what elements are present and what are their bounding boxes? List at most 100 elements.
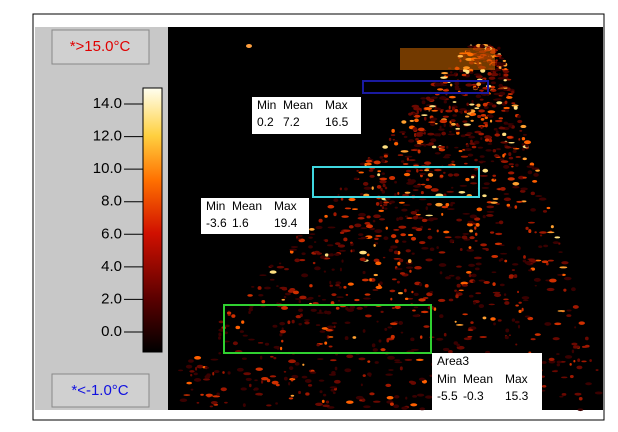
hot-spot [357, 307, 363, 310]
hot-spot [525, 261, 532, 264]
hot-spot [441, 132, 446, 136]
hot-spot [383, 201, 389, 203]
hot-spot [218, 336, 221, 340]
hot-spot [497, 62, 502, 65]
hot-spot [374, 274, 378, 276]
hot-spot [485, 139, 489, 142]
hot-spot [330, 285, 333, 287]
hot-spot [384, 328, 387, 331]
hot-spot [407, 157, 409, 160]
hot-spot [411, 237, 416, 241]
hot-spot [346, 354, 353, 358]
hot-spot [384, 208, 387, 210]
hot-spot [327, 205, 334, 209]
hot-spot [383, 257, 386, 259]
hot-spot [455, 321, 457, 323]
hot-spot [557, 274, 563, 276]
hot-spot [265, 343, 269, 346]
hot-spot [424, 107, 432, 110]
hot-spot [450, 71, 453, 73]
hot-spot [505, 146, 511, 149]
hot-spot [414, 307, 419, 309]
tick-label: 14.0 [93, 95, 122, 112]
hot-spot [314, 241, 316, 243]
hot-spot [419, 283, 422, 286]
hot-spot [479, 336, 487, 338]
hot-spot [465, 148, 472, 151]
hot-spot [285, 293, 291, 296]
hot-spot [556, 353, 559, 355]
hot-spot [525, 144, 529, 147]
hot-spot [330, 359, 337, 361]
hot-spot [411, 291, 413, 294]
hot-spot [498, 319, 502, 321]
hot-spot [518, 138, 520, 141]
hot-spot [504, 101, 507, 104]
hot-spot [444, 333, 447, 337]
hot-spot [260, 356, 262, 360]
hot-spot [421, 114, 427, 116]
hot-spot [451, 187, 453, 189]
hot-spot [518, 302, 521, 304]
hot-spot [323, 394, 326, 397]
hot-spot [571, 343, 577, 346]
hot-spot [289, 249, 297, 251]
hot-spot [281, 340, 283, 343]
hot-spot [431, 110, 438, 112]
hot-spot [435, 203, 442, 207]
hot-spot [427, 133, 434, 136]
hot-spot [501, 57, 504, 59]
hot-spot [412, 105, 420, 108]
hot-spot [405, 397, 407, 400]
hot-spot [533, 173, 538, 177]
tick-label: 10.0 [93, 160, 122, 177]
hot-spot [504, 198, 511, 202]
hot-spot [309, 284, 312, 287]
hot-spot [534, 231, 537, 233]
hot-spot [414, 266, 422, 270]
hot-spot [470, 182, 477, 184]
hot-spot [304, 319, 310, 321]
hot-spot [391, 129, 395, 133]
hot-spot [206, 367, 209, 369]
hot-spot [443, 89, 449, 91]
hot-spot [507, 204, 510, 207]
hot-spot [324, 215, 328, 218]
hot-spot [387, 326, 392, 328]
hot-spot [374, 161, 381, 165]
hot-spot [571, 287, 576, 291]
hot-spot [356, 396, 364, 400]
hot-spot [334, 380, 341, 384]
min-label: *<-1.0°C [71, 382, 128, 399]
hot-spot [509, 274, 514, 277]
hot-spot [497, 88, 504, 90]
hot-spot [456, 276, 461, 280]
hot-spot [390, 322, 398, 325]
hot-spot [514, 274, 518, 278]
hot-spot [511, 91, 514, 94]
hot-spot [522, 148, 525, 151]
hot-spot [440, 271, 443, 274]
hot-spot [487, 143, 492, 145]
hot-spot [419, 198, 426, 200]
hot-spot [270, 265, 274, 268]
hot-spot [490, 120, 492, 123]
hot-spot [246, 378, 252, 381]
hot-spot [387, 356, 395, 360]
hot-spot [421, 184, 426, 186]
hot-spot [425, 258, 432, 261]
hot-spot [405, 298, 408, 300]
tick-label: 4.0 [101, 258, 122, 275]
hot-spot [270, 270, 277, 273]
hot-spot [449, 275, 455, 277]
hot-spot [512, 182, 519, 186]
hot-spot [428, 121, 435, 123]
hot-spot [502, 62, 506, 65]
hot-spot [506, 96, 513, 99]
hot-spot [523, 300, 529, 302]
hot-spot [287, 320, 290, 324]
hot-spot [424, 169, 429, 171]
hot-spot [414, 119, 419, 123]
hot-spot [498, 127, 505, 130]
hot-spot [500, 253, 507, 255]
